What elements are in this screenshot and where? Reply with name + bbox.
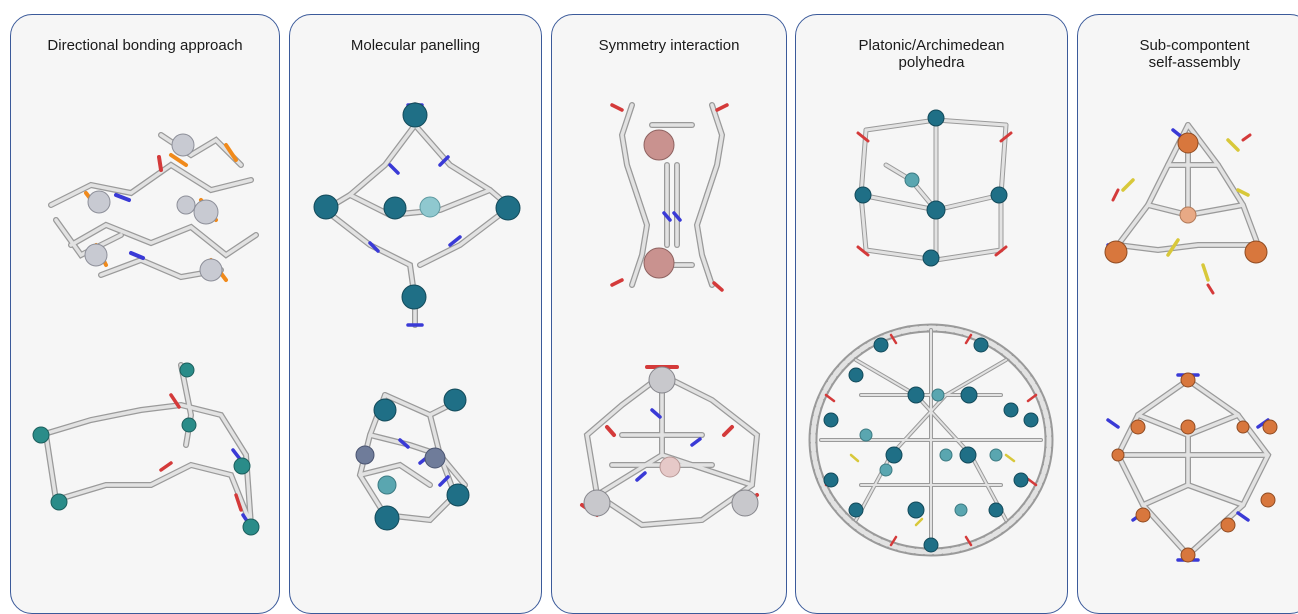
panel-title: Platonic/Archimedean polyhedra <box>858 37 1005 71</box>
structure-top <box>854 109 1013 267</box>
structure-top <box>48 132 259 282</box>
structure-top <box>1104 122 1268 295</box>
structure-art <box>32 132 260 536</box>
panel-platonic-archimedean: Platonic/Archimedean polyhedra <box>795 14 1068 614</box>
structure-art <box>580 102 761 529</box>
panel-directional-bonding: Directional bonding approach <box>10 14 280 614</box>
structure-bottom <box>808 323 1054 557</box>
structure-bottom <box>355 388 470 531</box>
structure-top <box>313 102 521 328</box>
structure-bottom <box>1106 372 1278 563</box>
panel-symmetry-interaction: Symmetry interaction <box>551 14 787 614</box>
panel-title: Molecular panelling <box>350 37 481 54</box>
structure-art <box>313 102 521 531</box>
structure-bottom <box>32 362 260 536</box>
structure-bottom <box>580 365 761 529</box>
structure-art <box>808 109 1054 557</box>
panel-title: Symmetry interaction <box>598 37 740 54</box>
panel-sub-component-self-assembly: Sub-compontent self-assembly <box>1077 14 1298 614</box>
structure-art <box>1104 122 1278 563</box>
panel-title: Sub-compontent self-assembly <box>1139 37 1250 71</box>
panel-title: Directional bonding approach <box>47 37 243 54</box>
structure-top <box>610 102 729 292</box>
panel-molecular-panelling: Molecular panelling <box>289 14 542 614</box>
